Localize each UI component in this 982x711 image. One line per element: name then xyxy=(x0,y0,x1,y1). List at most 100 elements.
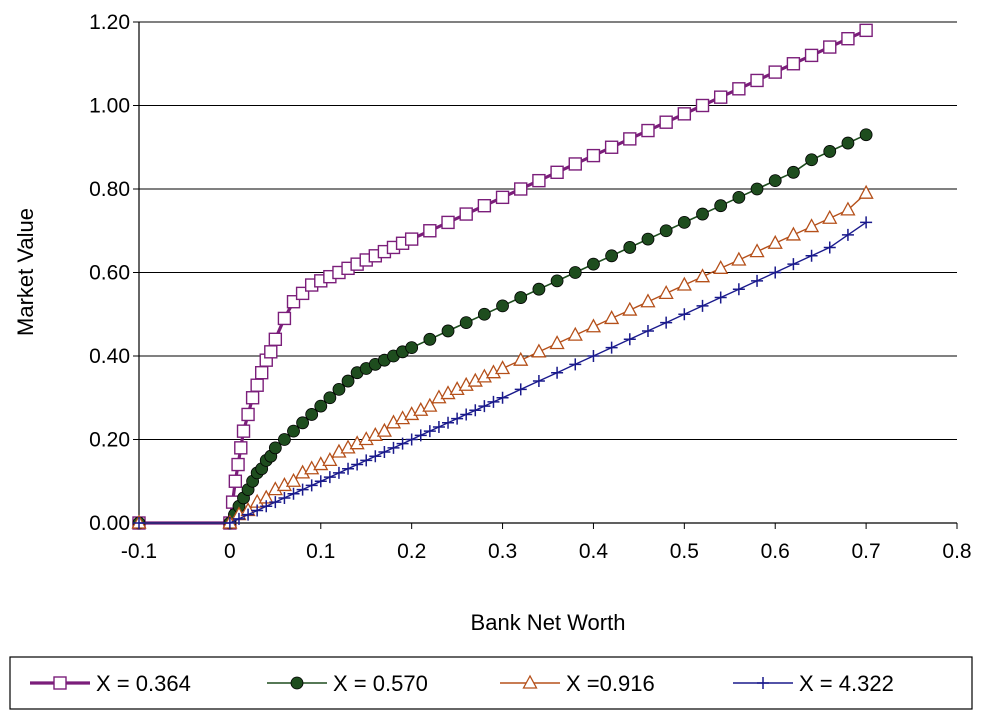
legend-marker xyxy=(757,677,769,689)
data-point xyxy=(232,512,245,525)
data-point xyxy=(549,335,565,350)
data-point xyxy=(658,285,674,300)
axes: 0.00 0.20 0.40 0.60 0.80 1.00 1.20 -0.1 0 0.1 0.2 0… xyxy=(89,11,971,563)
legend-label: X = 0.570 xyxy=(333,671,428,696)
data-point xyxy=(767,234,783,249)
data-point xyxy=(487,395,500,408)
data-point xyxy=(387,441,400,454)
data-point xyxy=(287,424,300,438)
data-point xyxy=(841,136,855,150)
data-point xyxy=(532,375,545,388)
data-point xyxy=(585,318,602,333)
data-point xyxy=(732,283,745,296)
x-tick-label: 0.6 xyxy=(761,540,790,563)
data-point xyxy=(805,249,818,262)
data-point xyxy=(405,341,419,355)
series-line xyxy=(139,192,867,524)
data-point xyxy=(242,508,255,521)
data-point xyxy=(322,452,338,467)
data-point xyxy=(604,140,619,154)
data-point xyxy=(732,190,746,204)
data-point xyxy=(714,199,728,213)
data-point xyxy=(287,487,300,500)
data-point xyxy=(623,132,637,146)
data-point xyxy=(495,190,510,205)
data-point xyxy=(459,316,473,330)
data-point xyxy=(822,209,838,224)
series-1 xyxy=(132,23,873,530)
data-point xyxy=(396,437,409,450)
y-tick-label: 1.20 xyxy=(89,11,130,34)
y-tick-label: 0.20 xyxy=(89,429,130,452)
legend-label: X = 4.322 xyxy=(799,671,894,696)
data-point xyxy=(314,399,328,413)
data-point xyxy=(469,404,482,417)
data-point xyxy=(749,243,765,258)
data-point xyxy=(278,491,291,504)
data-point xyxy=(567,326,583,341)
data-point xyxy=(677,215,691,229)
data-point xyxy=(404,232,419,246)
data-point xyxy=(223,517,236,529)
data-point xyxy=(477,198,492,213)
data-point xyxy=(460,408,473,421)
data-point xyxy=(268,332,283,346)
data-point xyxy=(641,232,655,246)
data-point xyxy=(804,48,819,63)
data-point xyxy=(278,433,291,446)
data-point xyxy=(531,343,547,358)
data-point xyxy=(786,57,801,71)
y-tick-label: 0.60 xyxy=(89,262,130,285)
data-point xyxy=(441,324,455,338)
series-line xyxy=(139,221,867,524)
data-point xyxy=(859,23,873,38)
data-point xyxy=(713,90,728,104)
legend-label: X =0.916 xyxy=(566,671,655,696)
data-point xyxy=(323,471,336,484)
data-point xyxy=(496,391,509,404)
data-point xyxy=(676,276,692,291)
data-point xyxy=(459,207,473,221)
data-point xyxy=(587,257,600,271)
data-point xyxy=(442,416,455,429)
series-4 xyxy=(133,216,873,529)
data-point xyxy=(622,301,638,316)
x-tick-label: 0.1 xyxy=(306,540,335,563)
data-point xyxy=(769,266,782,279)
data-point xyxy=(841,228,854,241)
data-point xyxy=(823,145,837,158)
data-point xyxy=(494,360,511,375)
data-point xyxy=(550,165,564,180)
data-point xyxy=(587,350,600,362)
data-point xyxy=(360,454,373,467)
series-3 xyxy=(131,184,874,529)
data-point xyxy=(441,215,455,230)
data-point xyxy=(496,299,509,313)
legend-box xyxy=(9,656,973,710)
data-point xyxy=(234,441,248,455)
data-point xyxy=(245,391,260,405)
data-point xyxy=(133,517,145,529)
data-point xyxy=(696,207,709,221)
data-point xyxy=(640,293,656,308)
data-point xyxy=(659,115,673,129)
x-tick-label: 0.3 xyxy=(488,540,517,563)
data-point xyxy=(514,291,528,304)
y-tick-label: 0.80 xyxy=(89,178,130,201)
data-point xyxy=(768,65,782,79)
x-tick-label: 0.5 xyxy=(670,540,699,563)
data-point xyxy=(750,182,764,196)
data-point xyxy=(551,366,564,379)
data-point xyxy=(696,299,709,312)
data-point xyxy=(269,496,282,509)
y-axis-title: Market Value xyxy=(13,208,38,336)
data-point xyxy=(264,345,278,359)
data-point xyxy=(378,446,391,459)
plot-series xyxy=(131,23,874,530)
data-point xyxy=(296,416,310,430)
data-point xyxy=(694,268,711,283)
legend-marker xyxy=(290,676,304,690)
data-point xyxy=(478,400,491,413)
data-point xyxy=(231,457,245,472)
data-point xyxy=(250,378,264,392)
